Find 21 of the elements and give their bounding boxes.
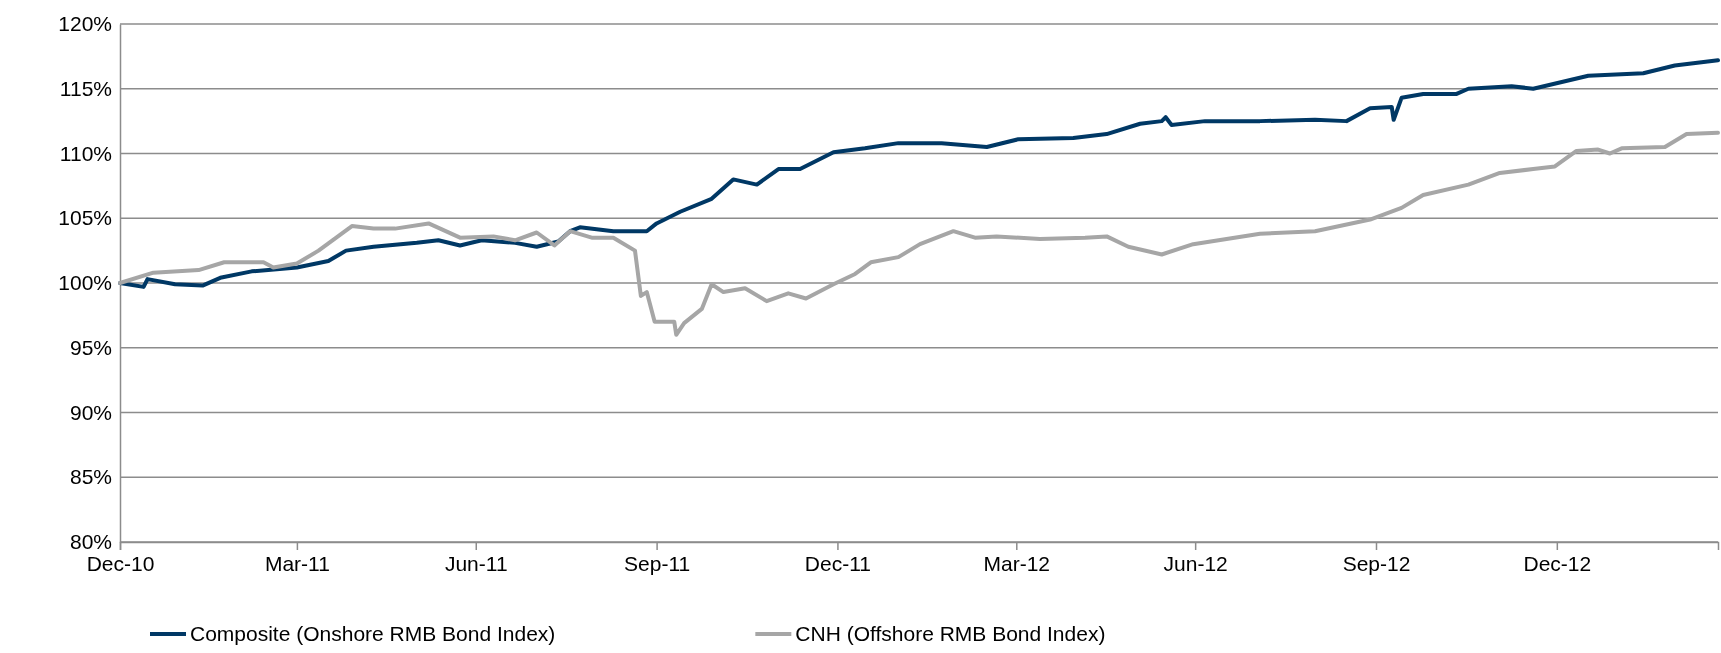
x-tick-label: Sep-12	[1342, 551, 1411, 575]
y-tick-label: 80%	[69, 530, 112, 554]
x-tick-label: Dec-11	[804, 551, 871, 575]
line-series	[118, 130, 1720, 337]
x-tick-label: Mar-11	[264, 551, 330, 575]
y-tick-label: 95%	[69, 335, 112, 359]
x-tick-label: Dec-12	[1523, 551, 1592, 575]
x-tick-label: Sep-11	[624, 551, 691, 575]
x-tick-label: Jun-12	[1163, 551, 1228, 575]
legend-label: CNH (Offshore RMB Bond Index)	[795, 622, 1106, 646]
y-tick-label: 105%	[58, 206, 112, 230]
y-tick-label: 115%	[59, 76, 112, 100]
legend-label: Composite (Onshore RMB Bond Index)	[190, 622, 556, 646]
y-tick-label: 120%	[58, 12, 112, 36]
x-tick-label: Dec-10	[86, 551, 155, 575]
y-tick-label: 90%	[69, 400, 112, 424]
y-tick-label: 100%	[58, 271, 112, 295]
x-tick-label: Mar-12	[983, 551, 1051, 575]
x-tick-label: Jun-11	[444, 551, 508, 575]
y-tick-label: 110%	[59, 141, 112, 165]
y-tick-label: 85%	[69, 465, 112, 489]
